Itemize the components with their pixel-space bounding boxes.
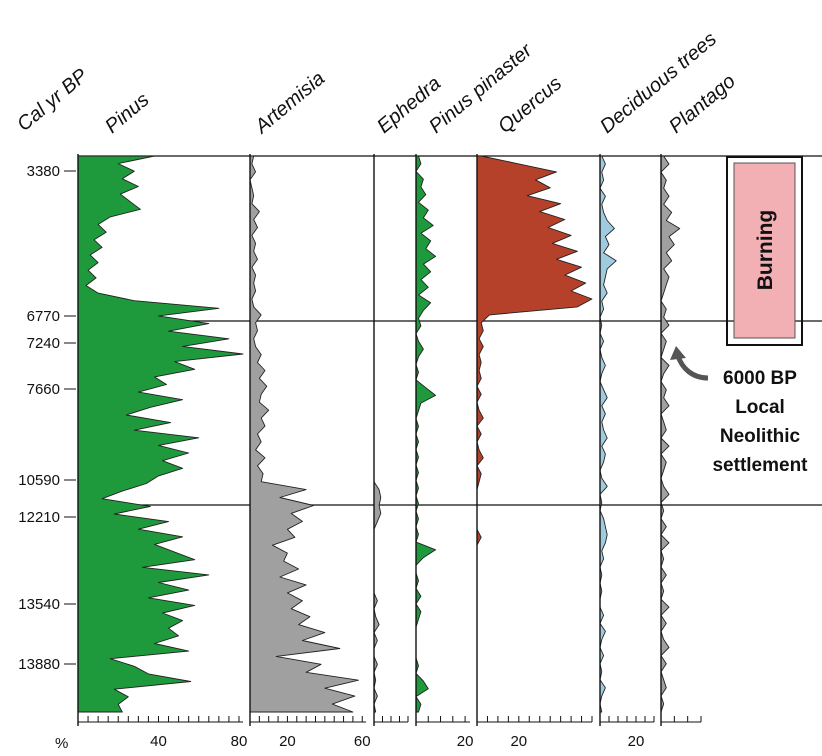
x-tick-label-0-1: 80: [231, 733, 248, 750]
x-tick-label-1-1: 60: [354, 733, 371, 750]
settlement-line-1: 6000 BP: [723, 368, 797, 389]
settlement-annotation: 6000 BP Local Neolithic settlement: [670, 346, 808, 476]
panel-artemisia: Artemisia: [249, 67, 359, 726]
panel-ephedra: Ephedra: [373, 72, 445, 726]
x-unit-label: %: [55, 735, 68, 752]
taxon-label-5: Deciduous trees: [596, 28, 721, 138]
x-axis-3: 20: [415, 716, 474, 750]
age-tick-label-2: 7240: [27, 335, 60, 352]
age-tick-label-6: 13540: [18, 596, 60, 613]
x-tick-label-4-0: 20: [510, 733, 527, 750]
age-tick-label-5: 12210: [18, 509, 60, 526]
burning-annotation: Burning: [726, 156, 803, 346]
burning-fill: [733, 162, 796, 339]
y-axis-title: Cal yr BP: [13, 64, 92, 136]
x-tick-label-3-0: 20: [457, 733, 474, 750]
zone-boundary-lines: [78, 155, 822, 506]
x-axis-4: 20: [476, 716, 593, 750]
age-tick-label-4: 10590: [18, 472, 60, 489]
area-4: [476, 155, 593, 713]
area-5: [599, 155, 617, 713]
age-tick-label-7: 13880: [18, 656, 60, 673]
x-tick-label-5-0: 20: [628, 733, 645, 750]
area-6: [660, 155, 681, 713]
percent-axes: 40 80 20 60 20 20 20: [77, 716, 702, 750]
area-2: [373, 155, 382, 713]
burning-label: Burning: [754, 210, 777, 290]
x-axis-1: 20 60: [249, 716, 371, 750]
x-axis-5: 20: [599, 716, 655, 750]
x-tick-label-0-0: 40: [150, 733, 167, 750]
panel-quercus: Quercus: [476, 72, 593, 726]
burning-frame: [726, 156, 803, 346]
settlement-arrow-icon: [675, 355, 709, 381]
age-tick-label-1: 6770: [27, 308, 60, 325]
area-3: [415, 155, 437, 713]
x-axis-0: 40 80: [77, 716, 248, 750]
taxon-label-0: Pinus: [101, 89, 153, 138]
settlement-line-2: Local: [735, 397, 785, 418]
settlement-line-3: Neolithic: [720, 426, 801, 447]
settlement-line-4: settlement: [712, 455, 808, 476]
x-axis-2: [373, 716, 409, 723]
settlement-arrowhead-icon: [670, 346, 686, 360]
panel-pinus: Pinus: [77, 89, 244, 726]
area-0: [77, 155, 244, 713]
taxon-label-1: Artemisia: [250, 67, 329, 138]
age-axis: 3380 6770 7240 7660 10590 12210 13540 13880: [18, 163, 76, 673]
x-axis-6: [660, 716, 702, 723]
x-tick-label-1-0: 20: [279, 733, 296, 750]
area-1: [249, 155, 359, 713]
age-tick-label-3: 7660: [27, 381, 60, 398]
age-tick-label-0: 3380: [27, 163, 60, 180]
